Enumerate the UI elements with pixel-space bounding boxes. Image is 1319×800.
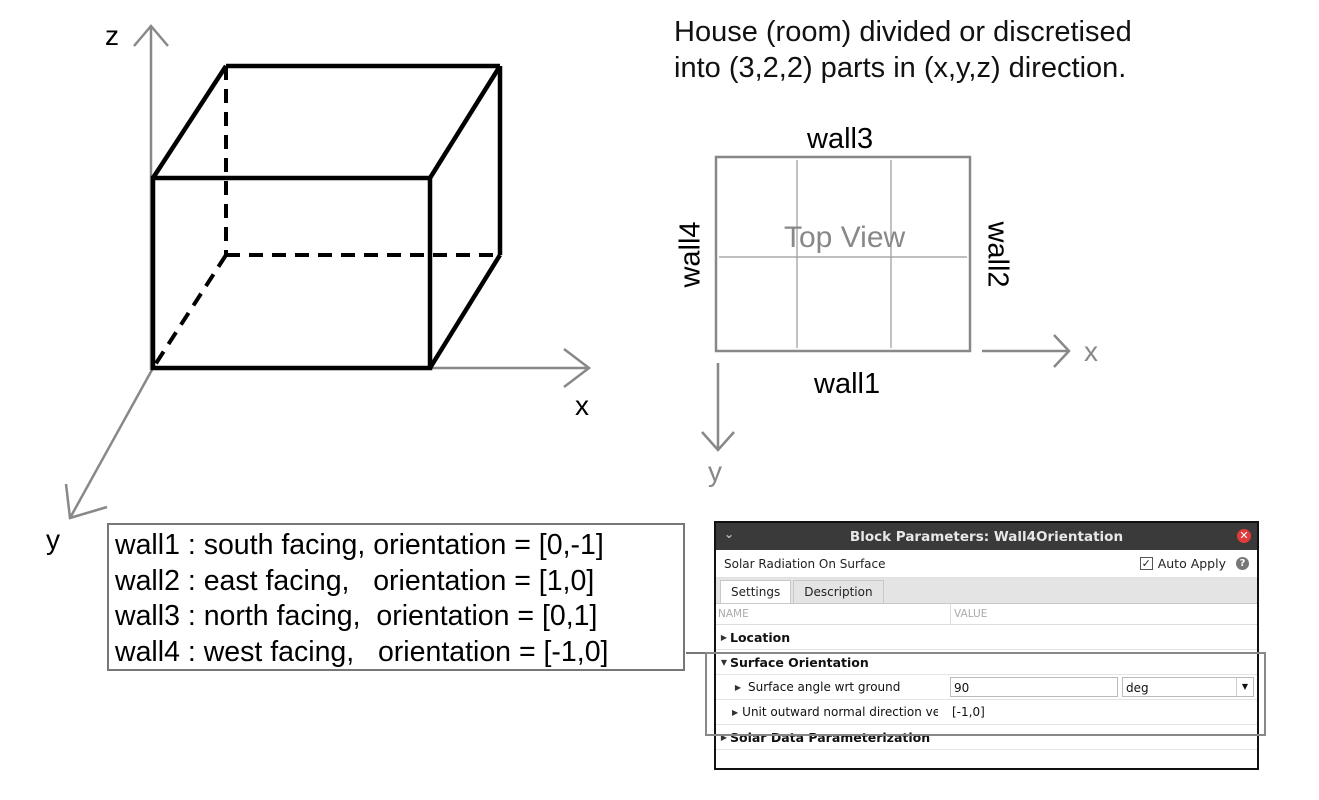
param-normal-vector-label: Unit outward normal direction vec... xyxy=(742,705,938,719)
x-axis-label: x xyxy=(575,390,589,421)
y-axis-label: y xyxy=(46,524,60,555)
top-y-arrowhead xyxy=(701,431,735,452)
cube-edge-top-right xyxy=(428,64,502,180)
wall3-label: wall3 xyxy=(807,123,874,155)
description-line-2: into (3,2,2) parts in (x,y,z) direction. xyxy=(674,52,1127,84)
tab-settings[interactable]: Settings xyxy=(720,580,792,603)
legend-line-wall4: wall4 : west facing, orientation = [-1,0… xyxy=(115,635,609,668)
description-line-1: House (room) divided or discretised xyxy=(674,16,1132,48)
param-row-surface-angle: ▶ Surface angle wrt ground 90 deg ▼ xyxy=(716,675,1257,700)
expand-triangle-icon[interactable]: ▶ xyxy=(720,732,728,742)
block-type-label: Solar Radiation On Surface xyxy=(724,556,886,571)
section-surface-orientation-label: Surface Orientation xyxy=(730,654,869,670)
description-text: House (room) divided or discretised into… xyxy=(674,14,1132,86)
tab-description[interactable]: Description xyxy=(793,580,884,603)
z-axis-arrowhead xyxy=(133,24,169,47)
legend-line-wall3: wall3 : north facing, orientation = [0,1… xyxy=(115,600,598,632)
column-header: NAME VALUE xyxy=(716,604,1257,625)
top-x-axis-label: x xyxy=(1084,336,1098,367)
collapse-triangle-icon[interactable]: ▼ xyxy=(720,657,728,667)
legend-line-wall2: wall2 : east facing, orientation = [1,0] xyxy=(115,564,595,597)
orientation-legend: wall1 : south facing, orientation = [0,-… xyxy=(107,523,685,671)
dialog-subtitle-row: Solar Radiation On Surface ✓ Auto Apply … xyxy=(716,550,1257,578)
top-x-arrowhead xyxy=(1053,334,1071,368)
legend-connector-line xyxy=(686,652,716,654)
expand-triangle-icon[interactable]: ▶ xyxy=(720,632,728,642)
tab-bar: Settings Description xyxy=(716,578,1257,604)
surface-angle-input[interactable]: 90 xyxy=(950,677,1118,697)
wall1-label: wall1 xyxy=(814,368,881,400)
top-y-axis-label: y xyxy=(708,456,722,487)
z-axis-label: z xyxy=(105,20,119,51)
y-axis-arrowhead xyxy=(64,483,108,520)
section-location[interactable]: ▶ Location xyxy=(716,625,1257,650)
cube-edge-top-left xyxy=(151,64,228,180)
cube-edge-bottom-right xyxy=(428,253,502,370)
surface-angle-unit-value: deg xyxy=(1126,681,1149,695)
y-axis xyxy=(68,367,155,519)
expand-triangle-icon[interactable]: ▶ xyxy=(732,707,739,717)
surface-orientation-highlight xyxy=(705,652,1266,736)
section-solar-data-label: Solar Data Parameterization xyxy=(730,729,931,745)
top-view-diagram xyxy=(701,155,1071,452)
wall4-label: wall4 xyxy=(674,221,707,288)
legend-line-wall1: wall1 : south facing, orientation = [0,-… xyxy=(115,529,604,561)
checkmark-icon[interactable]: ✓ xyxy=(1139,557,1153,570)
normal-vector-value[interactable]: [-1,0] xyxy=(952,705,985,719)
cube-hidden-edge-diagonal xyxy=(151,253,228,370)
section-surface-orientation[interactable]: ▼ Surface Orientation xyxy=(716,650,1257,675)
top-view-outline xyxy=(714,155,972,353)
dialog-title: Block Parameters: Wall4Orientation xyxy=(849,528,1124,545)
surface-angle-unit-select[interactable]: deg ▼ xyxy=(1122,677,1254,697)
expand-triangle-icon[interactable]: ▶ xyxy=(734,682,742,692)
column-name-header: NAME xyxy=(716,604,951,624)
cube-front-face xyxy=(150,175,433,371)
auto-apply-checkbox[interactable]: ✓ Auto Apply xyxy=(1139,556,1226,571)
chevron-down-icon[interactable]: ⌄ xyxy=(724,527,735,541)
param-surface-angle-label: Surface angle wrt ground xyxy=(748,680,901,694)
block-parameters-dialog: ⌄ Block Parameters: Wall4Orientation ✕ S… xyxy=(714,521,1259,770)
help-icon[interactable]: ? xyxy=(1236,557,1249,570)
auto-apply-label: Auto Apply xyxy=(1157,556,1226,571)
dialog-title-bar[interactable]: ⌄ Block Parameters: Wall4Orientation ✕ xyxy=(716,523,1257,550)
top-view-title: Top View xyxy=(784,221,906,254)
chevron-down-icon[interactable]: ▼ xyxy=(1236,678,1253,696)
section-location-label: Location xyxy=(730,629,791,645)
wall2-label: wall2 xyxy=(981,221,1014,288)
section-solar-data[interactable]: ▶ Solar Data Parameterization xyxy=(716,725,1257,750)
close-icon[interactable]: ✕ xyxy=(1237,529,1251,543)
x-axis-arrowhead xyxy=(563,348,592,388)
param-row-normal-vector: ▶ Unit outward normal direction vec... [… xyxy=(716,700,1257,725)
column-value-header: VALUE xyxy=(954,608,988,620)
